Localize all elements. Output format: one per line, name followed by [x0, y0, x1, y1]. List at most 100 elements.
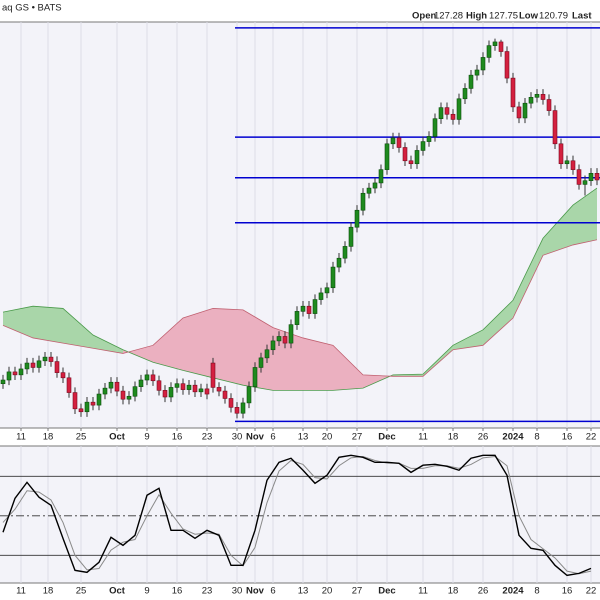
x-tick-label: 18: [448, 432, 459, 443]
x-tick-label: 11: [418, 432, 428, 443]
candle-body: [120, 390, 126, 400]
candle-body: [72, 392, 78, 410]
candle-body: [60, 372, 66, 379]
x-tick-label: Oct: [109, 586, 126, 597]
x-tick-label: 26: [478, 432, 489, 443]
x-tick-label: 11: [16, 586, 26, 597]
x-tick-label: 18: [448, 586, 459, 597]
candle-body: [216, 387, 222, 392]
candle-body: [516, 106, 522, 119]
cloud-segment: [333, 345, 363, 391]
candle-body: [18, 368, 24, 376]
candle-body: [342, 246, 348, 259]
candle-body: [54, 361, 60, 373]
candle-body: [288, 324, 294, 344]
candle-body: [108, 381, 114, 389]
candle-body: [48, 356, 54, 362]
quote-value: 127.28: [434, 11, 463, 22]
candle-body: [390, 137, 396, 145]
candle-body: [270, 340, 276, 351]
oscillator-line: [2, 454, 592, 577]
x-tick-label: 13: [298, 586, 309, 597]
x-tick-label: 22: [586, 586, 597, 597]
candle-body: [558, 143, 564, 165]
candle-body: [246, 386, 252, 404]
x-tick-label: 8: [534, 432, 539, 443]
cloud-segment: [573, 188, 597, 245]
candle-body: [456, 98, 462, 120]
cloud-segment: [453, 329, 483, 350]
candle-body: [222, 390, 228, 399]
chart-title: aq GS • BATS: [2, 3, 62, 14]
candle-body: [192, 384, 198, 393]
x-tick-label: 22: [586, 432, 597, 443]
candle-body: [492, 41, 498, 46]
candle-body: [306, 305, 312, 314]
cloud-segment: [93, 334, 123, 354]
x-tick-label: Oct: [109, 432, 126, 443]
candle-body: [36, 360, 42, 368]
candle-body: [462, 88, 468, 100]
candle-body: [384, 143, 390, 170]
cloud-segment: [213, 308, 243, 386]
candle-body: [132, 386, 138, 397]
candle-body: [66, 377, 72, 393]
x-tick-label: 23: [202, 586, 213, 597]
candle-body: [474, 69, 480, 76]
candle-body: [594, 173, 600, 181]
candle-body: [318, 292, 324, 300]
x-tick-label: 9: [144, 432, 149, 443]
candle-body: [156, 380, 162, 391]
candle-body: [366, 187, 372, 194]
cloud-segment: [483, 300, 513, 346]
candle-body: [294, 311, 300, 325]
candle-body: [330, 266, 336, 289]
candle-body: [408, 160, 414, 165]
quote-label: Open: [412, 11, 436, 22]
candle-body: [312, 299, 318, 314]
candle-body: [138, 379, 144, 387]
candle-body: [174, 383, 180, 388]
x-tick-label: 16: [562, 432, 573, 443]
x-tick-label: 18: [43, 586, 54, 597]
candle-body: [162, 390, 168, 398]
x-tick-label: Nov: [246, 586, 265, 597]
candle-body: [504, 51, 510, 79]
x-tick-label: 27: [352, 432, 363, 443]
x-tick-label: 20: [322, 432, 333, 443]
cloud-line: [2, 187, 598, 391]
x-tick-label: 30: [232, 432, 243, 443]
cloud-segment: [123, 345, 153, 363]
cloud-segment: [303, 337, 333, 391]
candle-body: [468, 74, 474, 89]
candle-body: [0, 379, 6, 385]
x-tick-label: Dec: [378, 586, 395, 597]
candle-body: [570, 160, 576, 170]
candle-body: [510, 77, 516, 108]
quote-label: Low: [519, 11, 539, 22]
candle-body: [480, 57, 486, 71]
x-tick-label: 8: [534, 586, 539, 597]
cloud-segment: [183, 308, 213, 378]
candle-body: [252, 367, 258, 387]
quote-label: Last: [572, 11, 592, 22]
x-tick-label: 25: [76, 586, 87, 597]
candle-body: [546, 99, 552, 111]
x-tick-label: Dec: [378, 432, 395, 443]
x-tick-label: 6: [270, 586, 275, 597]
candle-body: [30, 362, 36, 368]
candle-body: [582, 180, 588, 185]
candle-body: [360, 192, 366, 211]
candle-body: [144, 374, 150, 381]
candle-body: [150, 374, 156, 382]
candle-body: [180, 383, 186, 390]
candle-body: [372, 182, 378, 189]
candle-body: [498, 41, 504, 52]
x-tick-label: 16: [172, 432, 183, 443]
candle-body: [438, 107, 444, 120]
candle-body: [114, 381, 120, 392]
candle-body: [450, 113, 456, 120]
quote-value: 127.75: [489, 11, 518, 22]
candle-body: [6, 371, 12, 381]
x-tick-label: Nov: [246, 432, 265, 443]
